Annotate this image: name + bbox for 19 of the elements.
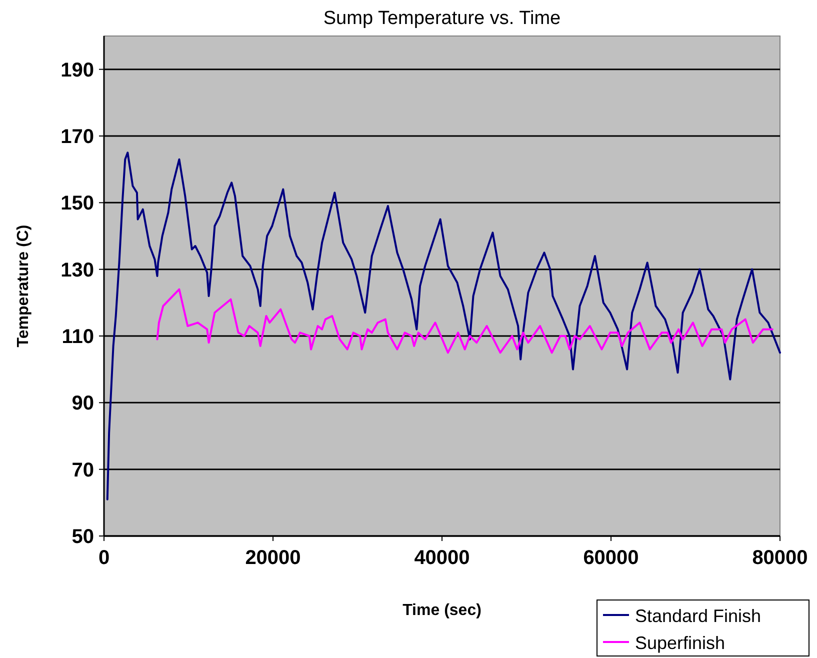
x-tick-label: 60000: [583, 547, 639, 569]
y-tick-label: 190: [60, 59, 94, 82]
y-tick-label: 90: [72, 392, 94, 415]
legend-label: Superfinish: [635, 633, 726, 653]
y-tick-label: 170: [60, 126, 94, 148]
y-tick-label: 70: [72, 459, 94, 482]
x-tick-label: 40000: [414, 547, 470, 569]
x-tick-label: 0: [98, 547, 110, 569]
y-tick-label: 110: [62, 326, 94, 348]
line-series: [156, 288, 774, 354]
y-tick-label: 130: [60, 259, 94, 282]
y-tick-label: 50: [72, 526, 94, 548]
chart-title: Sump Temperature vs. Time: [323, 8, 561, 29]
y-tick-label: 150: [60, 192, 94, 215]
x-tick-label: 20000: [245, 547, 301, 569]
legend-label: Standard Finish: [635, 606, 762, 626]
x-tick-label: 80000: [752, 547, 808, 569]
y-axis-title: Temperature (C): [15, 224, 32, 348]
x-axis-title: Time (sec): [402, 602, 482, 619]
